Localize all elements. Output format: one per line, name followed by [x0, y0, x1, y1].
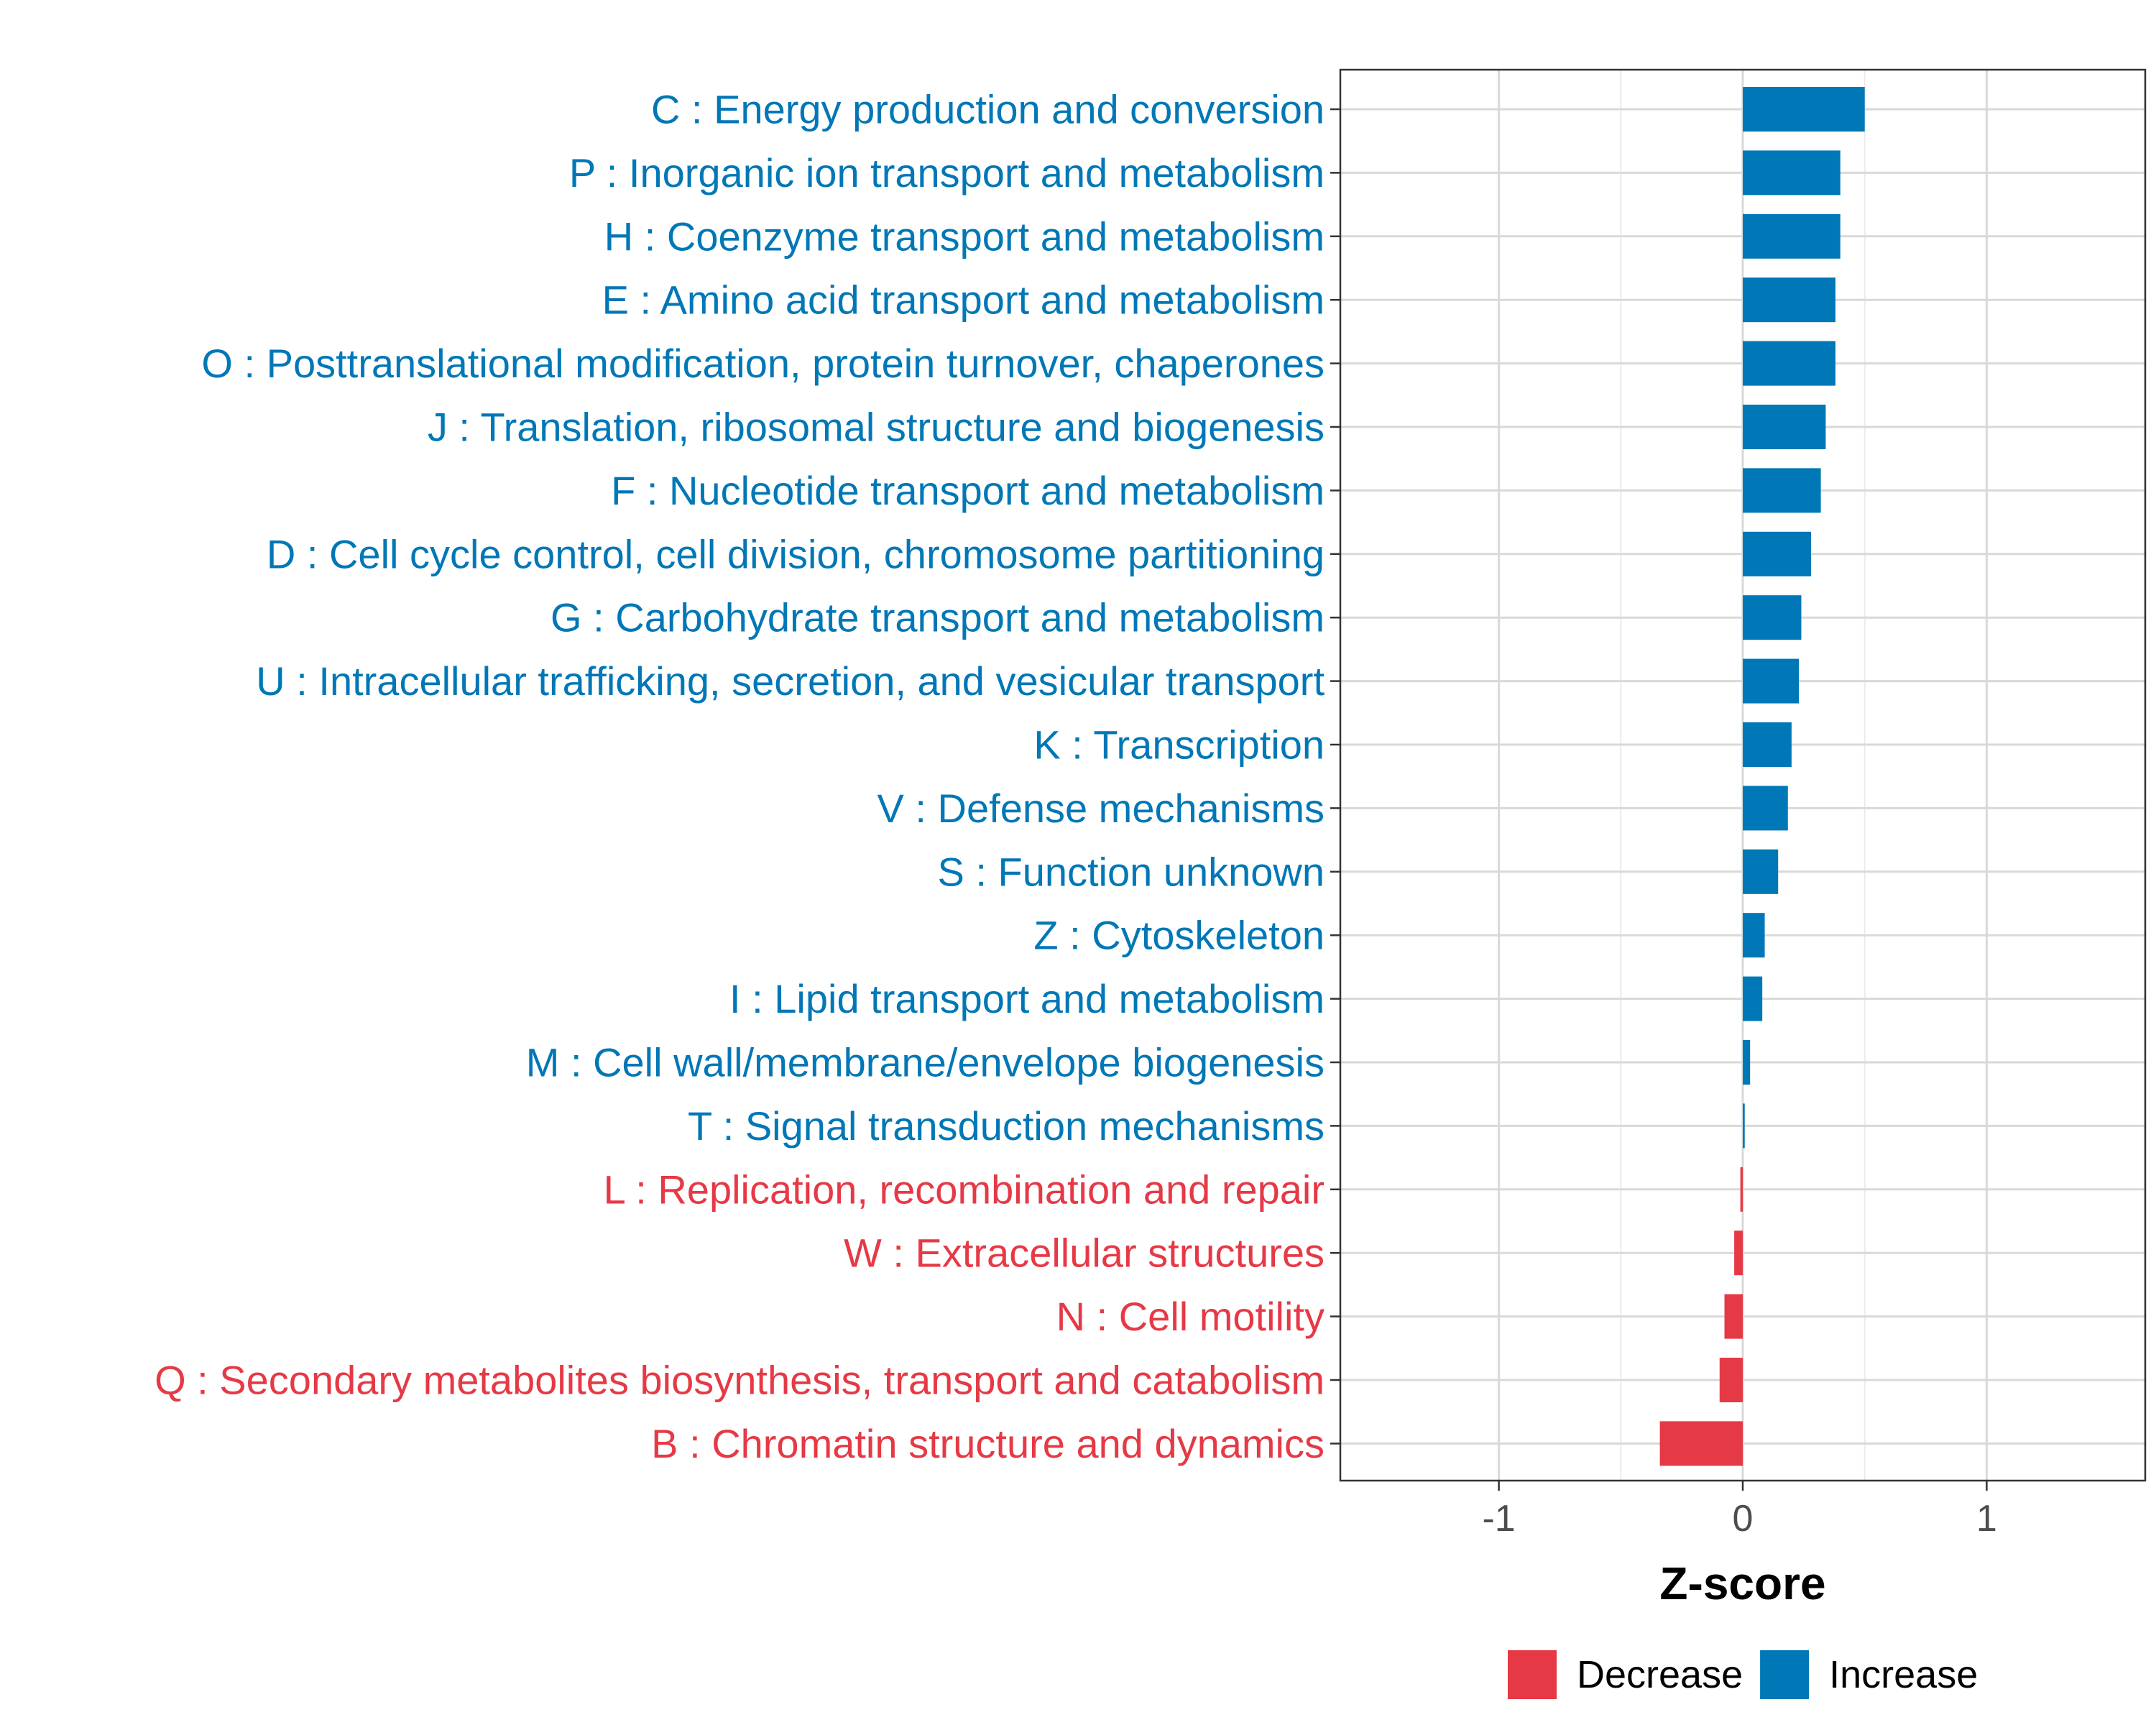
category-label: E : Amino acid transport and metabolism [602, 277, 1325, 323]
y-axis-labels: C : Energy production and conversion P : … [155, 87, 1325, 1466]
bar [1743, 213, 1841, 259]
category-label: H : Coenzyme transport and metabolism [604, 213, 1325, 259]
category-label: L : Replication, recombination and repai… [604, 1167, 1325, 1212]
category-label: U : Intracellular trafficking, secretion… [256, 658, 1325, 704]
category-label: M : Cell wall/membrane/envelope biogenes… [526, 1040, 1325, 1085]
bar [1743, 849, 1779, 894]
bar [1743, 150, 1841, 196]
bar [1743, 1103, 1745, 1149]
bars [1659, 87, 1865, 1466]
bar [1719, 1358, 1743, 1402]
bar [1743, 976, 1763, 1021]
legend-key [1508, 1650, 1557, 1699]
bar [1743, 531, 1812, 576]
y-axis-ticks [1330, 108, 1340, 1445]
x-tick-label: -1 [1482, 1498, 1515, 1540]
category-label: D : Cell cycle control, cell division, c… [267, 531, 1325, 576]
category-label: P : Inorganic ion transport and metaboli… [569, 150, 1325, 196]
category-label: G : Carbohydrate transport and metabolis… [550, 595, 1325, 640]
bar [1743, 277, 1835, 323]
bar [1743, 468, 1821, 513]
category-label: F : Nucleotide transport and metabolism [611, 468, 1325, 513]
category-label: B : Chromatin structure and dynamics [651, 1421, 1325, 1466]
bar [1743, 595, 1802, 640]
bar [1743, 1040, 1751, 1085]
x-tick-label: 1 [1976, 1498, 1997, 1540]
category-label: O : Posttranslational modification, prot… [201, 341, 1325, 386]
category-label: J : Translation, ribosomal structure and… [428, 405, 1325, 450]
bar [1743, 722, 1792, 767]
bar [1743, 341, 1835, 386]
category-label: K : Transcription [1033, 722, 1325, 768]
bar [1743, 913, 1765, 958]
bar [1734, 1230, 1743, 1276]
category-label: T : Signal transduction mechanisms [688, 1103, 1325, 1149]
x-axis-title: Z-score [1659, 1558, 1825, 1609]
x-axis-ticks: -1 0 1 [1482, 1481, 1997, 1540]
bar [1724, 1294, 1743, 1339]
category-label: V : Defense mechanisms [877, 786, 1325, 831]
bar [1743, 87, 1865, 132]
category-label: N : Cell motility [1056, 1294, 1325, 1339]
category-label: I : Lipid transport and metabolism [729, 976, 1325, 1021]
bar [1659, 1421, 1743, 1466]
legend-label: Decrease [1577, 1653, 1743, 1696]
category-label: Z : Cytoskeleton [1033, 913, 1325, 958]
category-label: W : Extracellular structures [844, 1230, 1325, 1276]
legend-key [1760, 1650, 1810, 1699]
bar [1740, 1167, 1743, 1212]
bar [1743, 405, 1826, 449]
x-tick-label: 0 [1733, 1498, 1754, 1540]
legend-label: Increase [1829, 1653, 1978, 1696]
legend: Decrease Increase [1508, 1650, 1978, 1699]
category-label: S : Function unknown [937, 849, 1325, 894]
bar [1743, 658, 1800, 704]
category-label: C : Energy production and conversion [651, 87, 1325, 132]
bar [1743, 786, 1788, 831]
category-label: Q : Secondary metabolites biosynthesis, … [155, 1358, 1325, 1403]
